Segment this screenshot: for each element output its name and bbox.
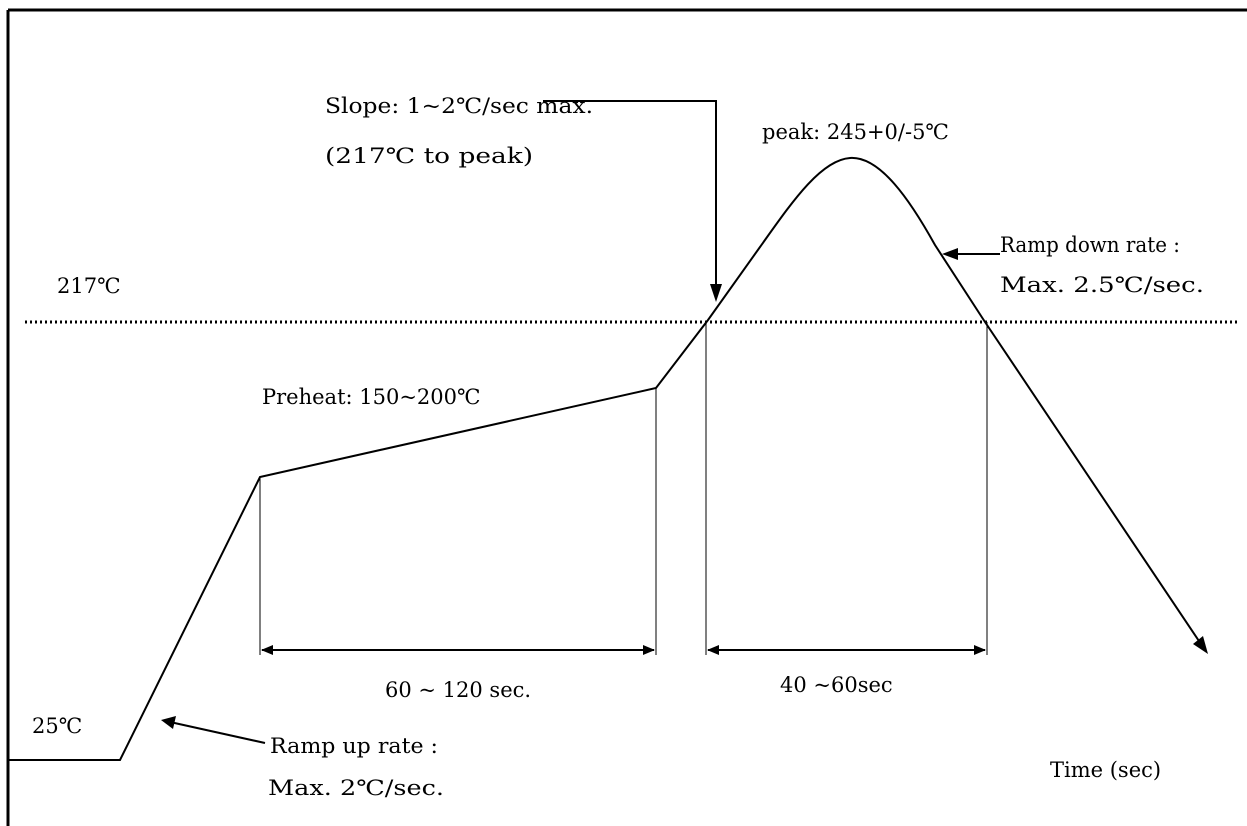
ramp-up-leader bbox=[169, 721, 266, 744]
preheat-label: Preheat: 150~200℃ bbox=[262, 385, 481, 409]
preheat-duration-label: 60 ~ 120 sec. bbox=[385, 678, 531, 702]
curve-end-arrowhead bbox=[1193, 636, 1208, 654]
slope-callout-arrowhead bbox=[710, 284, 722, 302]
ramp-down-line2: Max. 2.5℃/sec. bbox=[1000, 273, 1204, 297]
slope-note-line1: Slope: 1~2℃/sec max. bbox=[325, 94, 593, 118]
ramp-down-line1: Ramp down rate : bbox=[1000, 233, 1180, 257]
temperature-profile-curve bbox=[8, 156, 1206, 761]
time-axis-label: Time (sec) bbox=[1050, 758, 1161, 782]
ramp-down-arrowhead bbox=[942, 248, 958, 260]
reference-temp-label: 217℃ bbox=[57, 274, 121, 298]
slope-note-line2: (217℃ to peak) bbox=[325, 144, 533, 168]
slope-callout-leader bbox=[543, 100, 717, 296]
reflow-duration-label: 40 ~60sec bbox=[780, 673, 893, 697]
start-temp-label: 25℃ bbox=[32, 714, 82, 738]
peak-label: peak: 245+0/-5℃ bbox=[762, 120, 949, 144]
ramp-up-line1: Ramp up rate : bbox=[270, 734, 438, 758]
ramp-up-arrowhead bbox=[161, 716, 176, 729]
ramp-up-line2: Max. 2℃/sec. bbox=[268, 776, 444, 800]
